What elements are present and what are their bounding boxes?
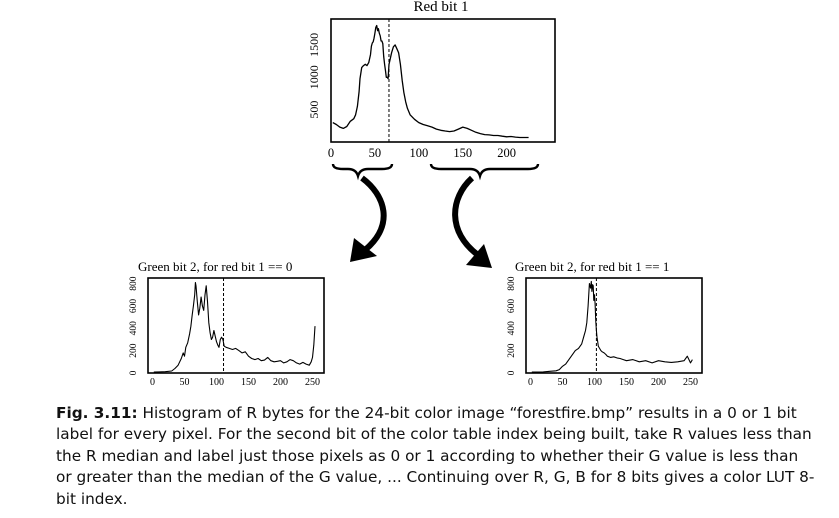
y-tick-label: 1000: [307, 65, 321, 89]
x-tick-label: 200: [497, 146, 516, 160]
y-tick-label: 400: [507, 321, 517, 336]
histogram-series-line: [153, 281, 316, 373]
x-tick-label: 100: [409, 146, 428, 160]
plot-frame: [147, 277, 325, 374]
plot-frame: [330, 18, 556, 143]
y-tick-label: 600: [129, 299, 139, 314]
green-bit-2-red-0-histogram: Green bit 2, for red bit 1 == 0 0 50 100 15…: [129, 259, 325, 388]
x-tick-label: 100: [209, 377, 224, 388]
caption-text: Histogram of R bytes for the 24-bit colo…: [56, 404, 815, 508]
caption-label: Fig. 3.11:: [56, 404, 138, 422]
plot-frame: [525, 277, 703, 374]
x-tick-label: 250: [305, 377, 320, 388]
x-tick-label: 0: [150, 377, 155, 388]
y-tick-label: 400: [129, 321, 139, 336]
y-tick-label: 0: [507, 370, 517, 375]
x-tick-label: 200: [273, 377, 288, 388]
histogram-series-line: [531, 280, 693, 373]
x-tick-label: 150: [453, 146, 472, 160]
x-tick-label: 50: [179, 377, 189, 388]
x-tick-label: 100: [587, 377, 602, 388]
histogram-series-line: [332, 24, 529, 139]
y-tick-label: 200: [507, 343, 517, 358]
y-tick-label: 800: [129, 276, 139, 291]
left-arrow: [350, 175, 387, 262]
x-tick-label: 0: [328, 146, 334, 160]
y-tick-label: 800: [507, 276, 517, 291]
y-tick-label: 0: [129, 370, 139, 375]
x-tick-label: 150: [241, 377, 256, 388]
right-arrow: [452, 175, 492, 268]
figure-caption: Fig. 3.11: Histogram of R bytes for the …: [56, 403, 816, 510]
y-tick-label: 600: [507, 299, 517, 314]
green-bit-2-red-1-title: Green bit 2, for red bit 1 == 1: [515, 259, 669, 274]
x-tick-label: 250: [683, 377, 698, 388]
y-tick-label: 200: [129, 343, 139, 358]
x-tick-label: 150: [619, 377, 634, 388]
y-tick-label: 500: [307, 101, 321, 119]
x-tick-label: 50: [557, 377, 567, 388]
green-bit-2-red-1-histogram: Green bit 2, for red bit 1 == 1 0 50 100 15…: [507, 259, 703, 388]
left-brace: [331, 163, 394, 181]
right-brace: [429, 163, 540, 181]
y-tick-label: 1500: [307, 33, 321, 57]
red-bit-1-title: Red bit 1: [414, 0, 469, 15]
green-bit-2-red-0-title: Green bit 2, for red bit 1 == 0: [138, 259, 292, 274]
x-tick-label: 0: [528, 377, 533, 388]
x-tick-label: 50: [369, 146, 382, 160]
x-tick-label: 200: [651, 377, 666, 388]
red-bit-1-histogram: Red bit 1 0 50 100 150 200 500 1000 1500: [307, 0, 556, 160]
